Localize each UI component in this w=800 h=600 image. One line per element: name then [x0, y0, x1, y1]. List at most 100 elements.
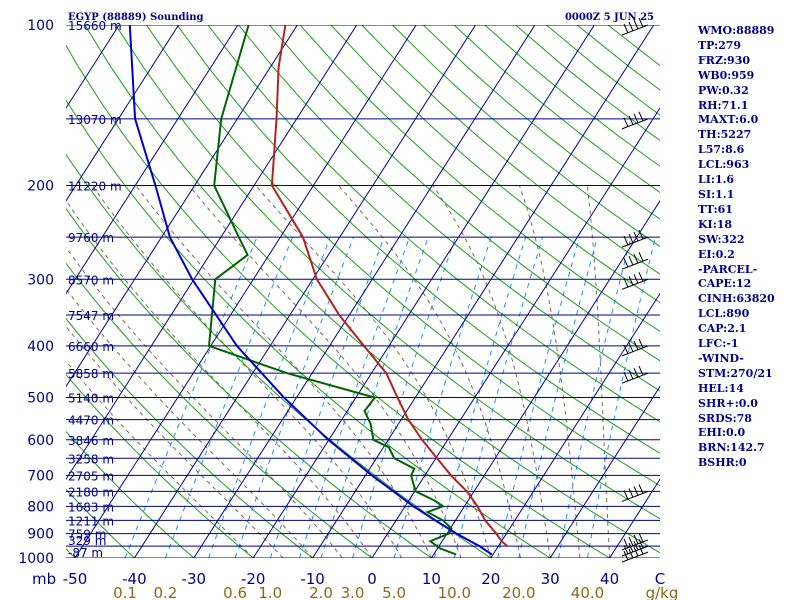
- mixing-ratio-label: 0.2: [153, 584, 177, 600]
- wind-barb-tick: [638, 532, 644, 543]
- temperature-tick-label: 10: [422, 570, 441, 588]
- wind-barb: [621, 111, 649, 130]
- wind-barb: [621, 229, 649, 248]
- height-label: 2705 m: [68, 469, 114, 483]
- wind-barb-tick: [633, 113, 639, 124]
- wind-barb-tick: [628, 488, 634, 498]
- wind-barb-tick: [638, 544, 644, 555]
- index-item: TP:279: [698, 38, 742, 52]
- index-item: SHR+:0.0: [698, 396, 758, 410]
- mixing-ratio-line: [393, 236, 492, 558]
- index-item: SRDS:78: [698, 411, 752, 425]
- mixing-ratio-label: 1.0: [258, 584, 282, 600]
- mixing-ratio-line: [453, 236, 544, 558]
- mixing-ratio-line: [497, 236, 580, 558]
- wind-barb: [621, 544, 649, 563]
- wind-barb-tick: [623, 278, 629, 288]
- wind-barb-staff: [621, 372, 649, 384]
- temperature-tick-label: -30: [182, 570, 207, 588]
- wind-barb-tick: [623, 371, 629, 382]
- pressure-tick-label: 400: [27, 339, 54, 355]
- wind-barb-tick: [623, 344, 629, 355]
- height-label: 5140 m: [68, 392, 114, 406]
- wind-barb-tick: [623, 544, 629, 555]
- isotherm-line: [252, 25, 595, 558]
- temperature-tick-label: 0: [367, 570, 377, 588]
- wind-barb-staff: [621, 545, 649, 557]
- isotherm-line: [490, 292, 660, 558]
- wind-barb-tick: [638, 538, 644, 549]
- index-item: WMO:88889: [698, 24, 775, 37]
- index-item: RH:71.1: [698, 98, 749, 112]
- wind-barb-tick: [633, 486, 639, 496]
- wind-barb: [621, 484, 649, 502]
- wind-barb-tick: [623, 23, 629, 34]
- isotherms: [66, 25, 660, 558]
- wind-barb-tick: [628, 542, 634, 553]
- height-label: 329 m: [68, 534, 106, 548]
- wind-barb-tick: [628, 276, 634, 286]
- height-label: 1683 m: [68, 500, 114, 514]
- isotherm-line: [193, 25, 536, 558]
- index-item: SW:322: [698, 232, 745, 246]
- mixing-ratio-line: [234, 236, 355, 558]
- wind-barb-tick: [623, 490, 629, 500]
- wind-barb-tick: [633, 540, 639, 551]
- index-item: WB0:959: [698, 68, 755, 82]
- index-item: HEL:14: [698, 381, 744, 395]
- height-label: 3258 m: [68, 452, 114, 466]
- index-item: STM:270/21: [698, 366, 773, 380]
- observation-time: 0000Z 5 JUN 25: [565, 12, 654, 23]
- wind-barb-staff: [621, 236, 649, 248]
- index-item: BRN:142.7: [698, 441, 765, 455]
- pressure-tick-label: 800: [27, 499, 54, 515]
- index-item: KI:18: [698, 217, 733, 231]
- height-label: 6660 m: [68, 340, 114, 354]
- mixing-ratio-label: 20.0: [502, 584, 535, 600]
- height-label: 759 m: [68, 528, 106, 542]
- wind-barb-tick: [633, 367, 639, 378]
- parcel-profile-line: [128, 25, 493, 556]
- wind-barb-tick: [628, 548, 634, 559]
- wind-barb: [621, 538, 649, 557]
- mixing-ratio-label: 40.0: [571, 584, 604, 600]
- wind-barb: [621, 272, 649, 290]
- index-item: CINH:63820: [698, 292, 775, 306]
- wind-barbs: [621, 17, 649, 563]
- pressure-tick-label: 700: [27, 468, 54, 484]
- index-item: TH:5227: [698, 128, 752, 142]
- mixing-ratio-line: [587, 236, 656, 558]
- temperature-tick-label: -40: [122, 570, 147, 588]
- wind-barb-tick: [628, 536, 634, 547]
- temperature-tick-labels: -50 -40 -30 -20 -10 0 10 20 30 40 C: [63, 570, 665, 588]
- wind-barb-tick: [638, 338, 644, 349]
- mixing-ratio-label: 2.0: [309, 584, 333, 600]
- mixing-ratio-line: [164, 236, 294, 558]
- mixing-ratio-line: [433, 236, 527, 558]
- index-item: EHI:0.0: [698, 426, 746, 440]
- index-item: LCL:890: [698, 307, 750, 321]
- index-item: L57:8.6: [698, 143, 745, 157]
- index-item: EI:0.2: [698, 247, 735, 261]
- mixing-ratio-line: [558, 236, 632, 558]
- moist-adiabat-line: [432, 185, 551, 558]
- mixing-ratio-label: 5.0: [382, 584, 406, 600]
- sounding-indices: WMO:88889 TP:279 FRZ:930 WB0:959 PW:0.32 RH:7…: [698, 24, 775, 471]
- temperature-tick-label: -10: [300, 570, 325, 588]
- mixing-ratio-label: 0.1: [113, 584, 137, 600]
- wind-barb-staff: [621, 551, 649, 563]
- wind-barb: [621, 338, 649, 357]
- wind-barb: [621, 17, 649, 36]
- moist-adiabat-line: [518, 185, 581, 558]
- height-label: 3846 m: [68, 434, 114, 448]
- wind-barb-tick: [633, 231, 639, 242]
- wind-barb-tick: [628, 342, 634, 353]
- wind-barb-tick: [633, 19, 639, 30]
- index-item: CAPE:12: [698, 277, 752, 291]
- index-item: PW:0.32: [698, 83, 749, 97]
- index-item: FRZ:930: [698, 53, 751, 67]
- wind-barb-tick: [628, 369, 634, 380]
- wind-barb-tick: [623, 550, 629, 561]
- wind-barb-tick: [638, 365, 644, 376]
- wind-barb-tick: [628, 21, 634, 32]
